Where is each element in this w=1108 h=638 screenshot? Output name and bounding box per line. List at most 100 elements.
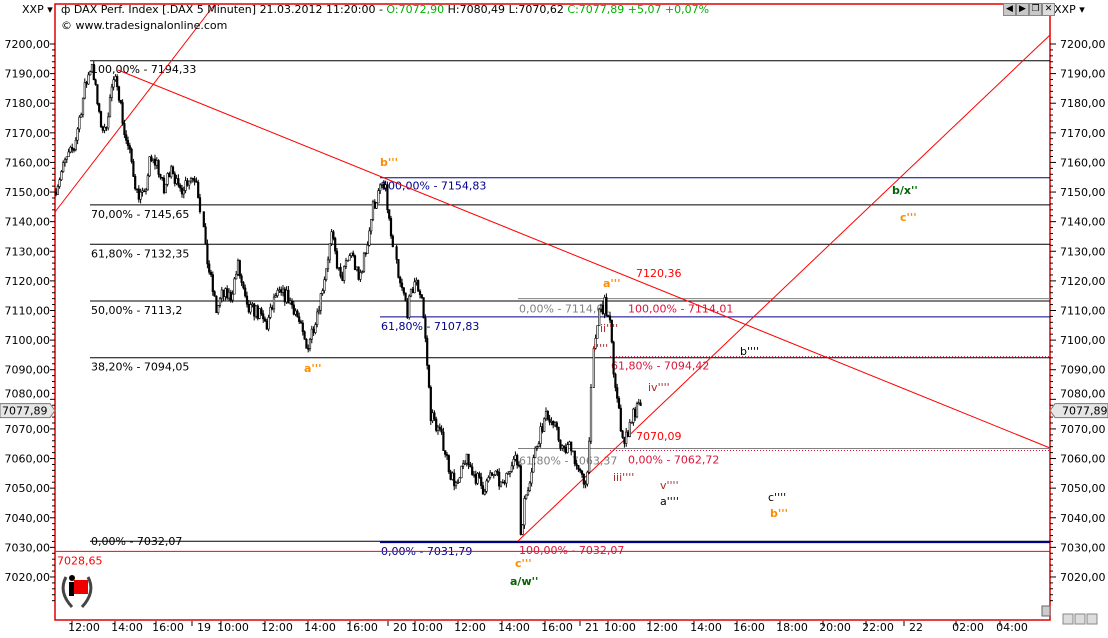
right-axis-tick-label: 7100,00 xyxy=(1060,334,1106,347)
wave-label: a/w'' xyxy=(510,575,538,588)
candle-body xyxy=(427,365,431,388)
candle-body xyxy=(577,465,580,470)
restore-button[interactable]: ❐ xyxy=(1029,3,1042,16)
candle-body xyxy=(117,86,121,101)
trendline xyxy=(517,34,1051,542)
candle-body xyxy=(409,288,413,297)
candle-body xyxy=(74,139,77,150)
candle-body xyxy=(240,275,243,283)
candle-body xyxy=(168,173,171,178)
candle-body xyxy=(175,178,178,184)
candle-body xyxy=(460,465,463,479)
candle-body xyxy=(226,288,229,299)
candle-body xyxy=(408,295,411,318)
candle-body xyxy=(498,471,501,487)
right-axis-tick-label: 7120,00 xyxy=(1060,275,1106,288)
candle-body xyxy=(256,305,259,319)
close-value: C:7077,89 +5,07 +0,07% xyxy=(567,3,710,16)
candle-body xyxy=(233,278,236,295)
candle-body xyxy=(260,308,263,315)
candle-body xyxy=(492,474,495,477)
candle-body xyxy=(635,403,639,418)
candle-body xyxy=(143,190,146,193)
close-button[interactable]: ✕ xyxy=(1042,3,1055,16)
candle-body xyxy=(227,291,231,299)
candle-body xyxy=(548,418,551,423)
prev-button[interactable]: ◀ xyxy=(1003,3,1016,16)
candle-body xyxy=(442,431,445,451)
candle-body xyxy=(564,447,567,454)
x-axis-tick-label: 02:00 xyxy=(952,621,984,634)
right-axis-tick-label: 7030,00 xyxy=(1060,541,1106,554)
candle-body xyxy=(96,84,99,105)
candle-body xyxy=(373,201,376,209)
right-axis-label[interactable]: XXP ▾ xyxy=(1054,3,1085,16)
x-axis-tick-label: 12:00 xyxy=(68,621,100,634)
candle-body xyxy=(90,63,94,72)
candle-body xyxy=(132,161,135,177)
wave-label: v'''' xyxy=(660,479,679,492)
candle-body xyxy=(334,238,337,252)
x-axis-tick-label: 16:00 xyxy=(541,621,573,634)
candle-body xyxy=(58,179,61,187)
wave-label: c''' xyxy=(515,557,532,570)
candle-body xyxy=(328,243,331,261)
candle-body xyxy=(215,295,218,314)
left-axis-tick-label: 7140,00 xyxy=(5,216,51,229)
candle-body xyxy=(105,126,108,129)
candle-body xyxy=(265,320,268,330)
candle-body xyxy=(555,422,558,428)
candle-body xyxy=(236,260,240,275)
wave-label: b''' xyxy=(770,507,788,520)
left-axis-tick-label: 7040,00 xyxy=(5,512,51,525)
candle-body xyxy=(431,412,434,422)
wave-label: iii'''' xyxy=(613,471,634,484)
candle-body xyxy=(310,328,313,340)
candle-body xyxy=(267,317,270,330)
candle-body xyxy=(510,465,513,472)
candle-body xyxy=(415,280,418,283)
candle-body xyxy=(490,472,494,476)
candle-body xyxy=(608,315,612,321)
left-axis-tick-label: 7110,00 xyxy=(5,304,51,317)
candle-body xyxy=(370,219,373,232)
candle-body xyxy=(170,166,173,178)
candle-body xyxy=(173,173,176,184)
x-axis-tick-label: 14:00 xyxy=(690,621,722,634)
candle-body xyxy=(298,316,301,322)
right-axis-tick-label: 7080,00 xyxy=(1060,387,1106,400)
right-axis-tick-label: 7070,00 xyxy=(1060,423,1106,436)
right-axis-tick-label: 7110,00 xyxy=(1060,304,1106,317)
fib-level-label: 100,00% - 7194,33 xyxy=(91,63,196,76)
candle-body xyxy=(350,252,353,256)
candle-body xyxy=(60,171,63,181)
candle-body xyxy=(71,146,74,150)
candle-body xyxy=(348,255,351,261)
candle-body xyxy=(361,271,364,274)
candle-body xyxy=(553,422,557,426)
candle-body xyxy=(384,184,387,189)
x-axis-tick-label: 10:00 xyxy=(411,621,443,634)
candle-body xyxy=(496,470,499,473)
candle-body xyxy=(584,483,587,486)
wave-label: a''' xyxy=(304,362,322,375)
candle-body xyxy=(544,411,548,420)
right-axis-tick-label: 7170,00 xyxy=(1060,127,1106,140)
candle-body xyxy=(453,472,456,487)
wave-label: b'''' xyxy=(740,345,759,358)
candle-body xyxy=(253,303,256,317)
next-button[interactable]: ▶ xyxy=(1016,3,1029,16)
candle-body xyxy=(184,180,187,191)
candle-body xyxy=(521,524,524,535)
candle-body xyxy=(614,373,617,388)
candle-body xyxy=(474,473,477,484)
candle-body xyxy=(191,178,194,180)
candle-body xyxy=(235,274,238,280)
wave-label: b/x'' xyxy=(892,184,918,197)
candle-body xyxy=(119,99,122,103)
candle-body xyxy=(575,463,578,466)
wave-label: a'''' xyxy=(660,495,679,508)
left-axis-label[interactable]: XXP ▾ xyxy=(22,3,53,16)
x-axis-tick-label: 20 xyxy=(393,621,407,634)
